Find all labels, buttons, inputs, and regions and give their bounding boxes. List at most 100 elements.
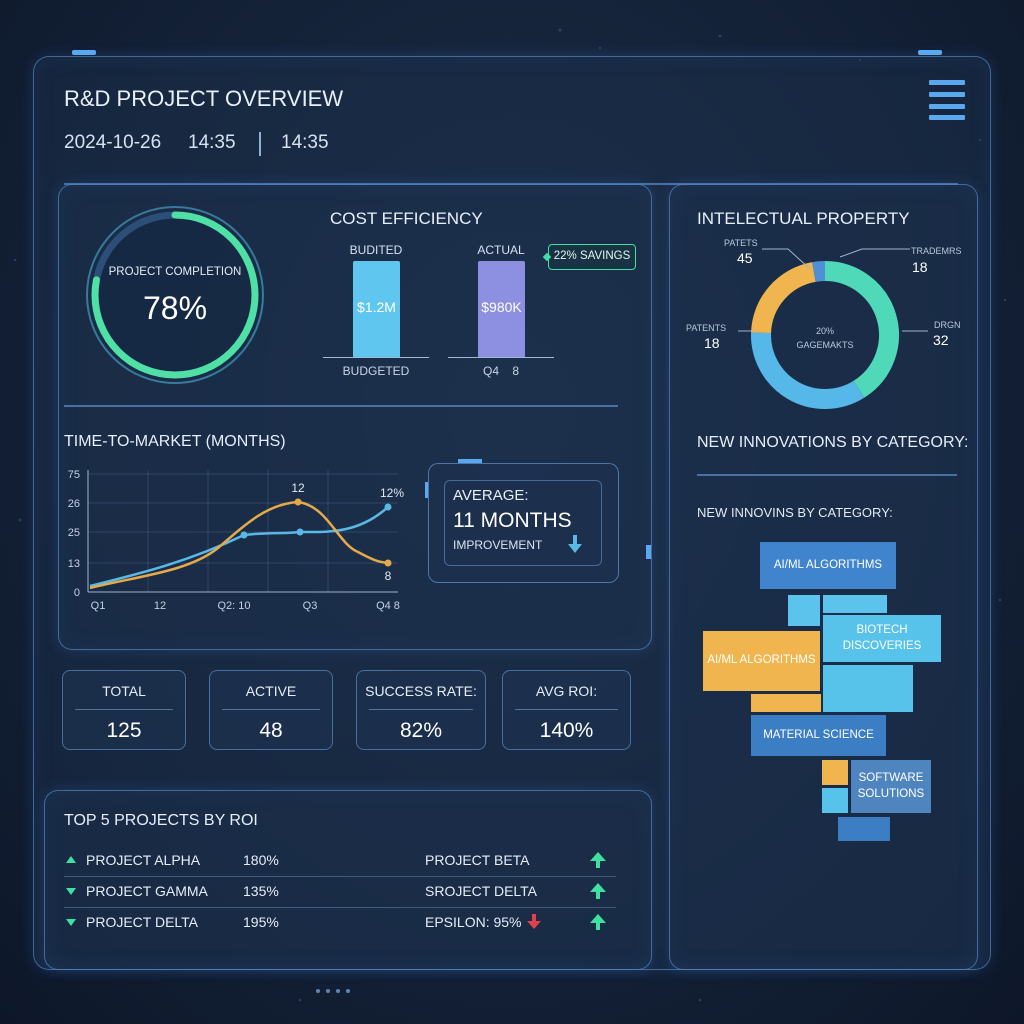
kpi-success-rate-card: SUCCESS RATE: 82% <box>356 670 486 750</box>
average-label: AVERAGE: <box>453 487 529 504</box>
ttm-point <box>294 498 302 506</box>
ttm-ytick-label: 13 <box>68 558 80 570</box>
kpi-label: ACTIVE <box>245 683 297 699</box>
ttm-chart: 75 26 25 13 0 Q1 12 Q2: 10 Q3 Q4 8 12 12% 8 <box>68 469 405 612</box>
completion-label: PROJECT COMPLETION <box>108 266 242 278</box>
arrow-up-icon <box>590 914 606 930</box>
treemap-software: SOFTWARE SOLUTIONS <box>851 760 931 813</box>
donut-segment <box>812 261 826 282</box>
row-divider <box>64 907 616 908</box>
actual-axis-label: Q4 8 <box>482 364 520 378</box>
menu-icon[interactable] <box>929 80 965 122</box>
kpi-value: 82% <box>399 719 443 742</box>
ttm-ytick-label: 75 <box>68 469 80 481</box>
ip-patents-top-label: PATETS <box>724 238 758 248</box>
treemap-block <box>751 694 821 712</box>
header-rule <box>64 183 958 185</box>
kpi-active-card: ACTIVE 48 <box>209 670 333 750</box>
average-card <box>428 463 619 583</box>
arrow-up-icon <box>590 883 606 899</box>
kpi-total-card: TOTAL 125 <box>62 670 186 750</box>
trend-up-icon <box>66 856 76 863</box>
donut-segment <box>751 262 817 334</box>
ttm-title: TIME-TO-MARKET (MONTHS) <box>64 433 286 450</box>
ip-trademarks-label: TRADEMRS <box>911 246 962 256</box>
ttm-point <box>384 503 392 511</box>
ttm-point <box>384 559 392 567</box>
actual-bar-value: $980K <box>481 299 522 315</box>
project-name: PROJECT DELTA <box>86 914 199 930</box>
donut-segment <box>751 332 865 409</box>
frame-corner-accent <box>918 50 942 55</box>
ttm-annotation: 12% <box>380 486 404 500</box>
ttm-annotation: 8 <box>385 569 392 583</box>
frame-corner-accent <box>72 50 96 55</box>
ttm-ytick-label: 0 <box>74 587 80 599</box>
ttm-point <box>296 528 304 536</box>
trend-down-icon <box>66 919 76 926</box>
ttm-xtick-label: 12 <box>154 600 166 612</box>
average-value: 11 MONTHS <box>453 509 572 532</box>
completion-value: 78% <box>142 290 208 326</box>
budgeted-bar-value: $1.2M <box>357 299 396 315</box>
treemap-block <box>823 665 913 712</box>
trend-down-icon <box>66 888 76 895</box>
ttm-series-blue <box>89 506 389 588</box>
treemap-block <box>788 595 820 626</box>
completion-progress-arc <box>91 211 259 379</box>
cost-efficiency-title: COST EFFICIENCY <box>330 209 483 228</box>
ttm-xtick-label: Q2: 10 <box>217 600 250 612</box>
cost-baseline <box>323 357 429 358</box>
innovations-title: NEW INNOVATIONS BY CATEGORY: <box>697 434 969 451</box>
improvement-label: IMPROVEMENT <box>453 538 543 552</box>
arrow-up-icon <box>590 852 606 868</box>
kpi-avg-roi-card: AVG ROI: 140% <box>502 670 631 750</box>
cost-baseline <box>448 357 554 358</box>
donut-center-line2: GAGEMAKTS <box>796 340 854 350</box>
donut-callouts <box>738 248 928 332</box>
ip-other-label: DRGN <box>934 320 961 330</box>
section-rule <box>64 405 618 407</box>
ttm-xtick-label: Q1 <box>91 600 106 612</box>
header-date: 2024-10-26 <box>64 132 162 153</box>
project-name: PROJECT ALPHA <box>86 852 201 868</box>
treemap-biotech: BIOTECH DISCOVERIES <box>823 615 941 662</box>
treemap-block <box>838 817 890 841</box>
kpi-value: 125 <box>106 719 142 742</box>
ip-patents-left-label: PATENTS <box>686 323 727 333</box>
kpi-label: SUCCESS RATE: <box>365 683 477 699</box>
ip-other-value: 32 <box>933 332 949 348</box>
ttm-ytick-label: 26 <box>68 498 80 510</box>
project-name: SROJECT DELTA <box>425 883 538 899</box>
project-roi: 135% <box>243 883 279 899</box>
project-roi: 195% <box>243 914 279 930</box>
innovations-rule <box>697 474 957 476</box>
donut-center-line1: 20% <box>815 326 834 336</box>
kpi-value: 48 <box>259 719 283 742</box>
average-card-accent <box>458 459 482 463</box>
ip-title: INTELECTUAL PROPERTY <box>697 209 910 228</box>
side-accent <box>646 545 651 559</box>
header-divider <box>259 132 261 156</box>
ip-trademarks-value: 18 <box>912 259 928 275</box>
budgeted-axis-label: BUDGETED <box>342 364 410 378</box>
kpi-value: 140% <box>539 719 594 742</box>
project-roi: 180% <box>243 852 279 868</box>
kpi-label: TOTAL <box>102 683 146 699</box>
treemap-aiml-top: AI/ML ALGORITHMS <box>760 542 896 589</box>
page-title: R&D PROJECT OVERVIEW <box>64 86 344 111</box>
treemap-aiml-left: AI/ML ALGORITHMS <box>703 631 820 691</box>
treemap-block <box>822 788 848 813</box>
ttm-annotation: 12 <box>291 481 305 495</box>
ttm-point <box>240 531 248 539</box>
top-projects-panel <box>44 790 652 970</box>
average-inner <box>444 480 602 566</box>
completion-ring <box>86 206 264 384</box>
arrow-down-icon <box>568 535 582 553</box>
project-name: PROJECT BETA <box>425 852 530 868</box>
ip-patents-top-value: 45 <box>737 250 753 266</box>
kpi-label: AVG ROI: <box>535 683 598 699</box>
donut-segment <box>824 261 899 398</box>
ttm-xtick-label: Q3 <box>303 600 318 612</box>
